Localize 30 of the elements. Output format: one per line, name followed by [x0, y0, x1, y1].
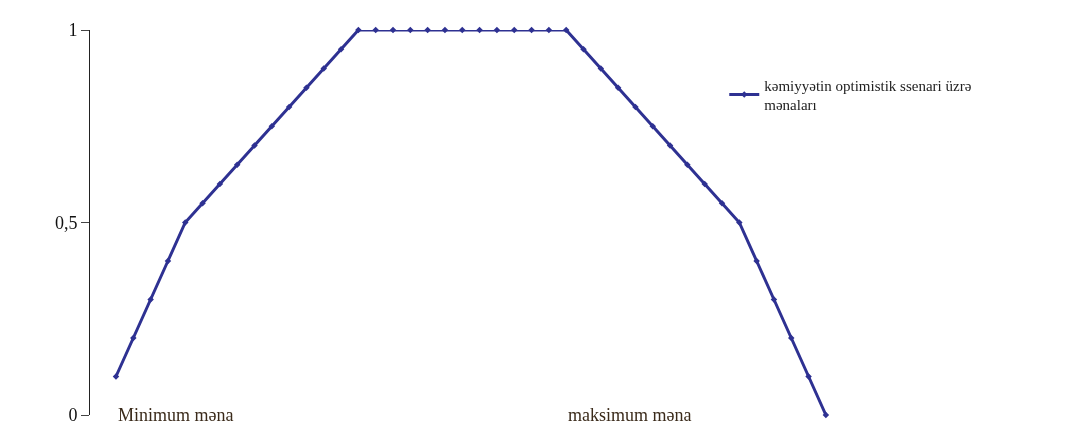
point [337, 46, 345, 53]
point [147, 296, 154, 303]
point [805, 373, 812, 380]
point [822, 411, 830, 419]
y-tick-label: 1 [68, 20, 78, 41]
annotation: Minimum məna [118, 405, 234, 425]
point [684, 161, 691, 168]
point [303, 84, 310, 91]
legend-label: kəmiyyətin optimistik ssenari üzrə mənaları [764, 77, 972, 114]
annotation: maksimum məna [568, 405, 692, 425]
point [493, 26, 501, 34]
y-tick-label: 0 [68, 405, 78, 426]
point [268, 123, 276, 130]
point [718, 200, 726, 207]
point [251, 142, 258, 149]
point [736, 219, 743, 226]
point [510, 26, 518, 34]
point [233, 161, 241, 168]
point [164, 257, 172, 265]
point [285, 103, 293, 111]
point [441, 26, 449, 34]
point [389, 26, 397, 34]
point [649, 123, 656, 130]
point [614, 84, 622, 91]
y-tick-label: 0,5 [54, 212, 78, 233]
point [562, 26, 570, 34]
point [199, 200, 206, 207]
point [580, 46, 587, 53]
point [545, 26, 553, 34]
point [216, 180, 224, 188]
